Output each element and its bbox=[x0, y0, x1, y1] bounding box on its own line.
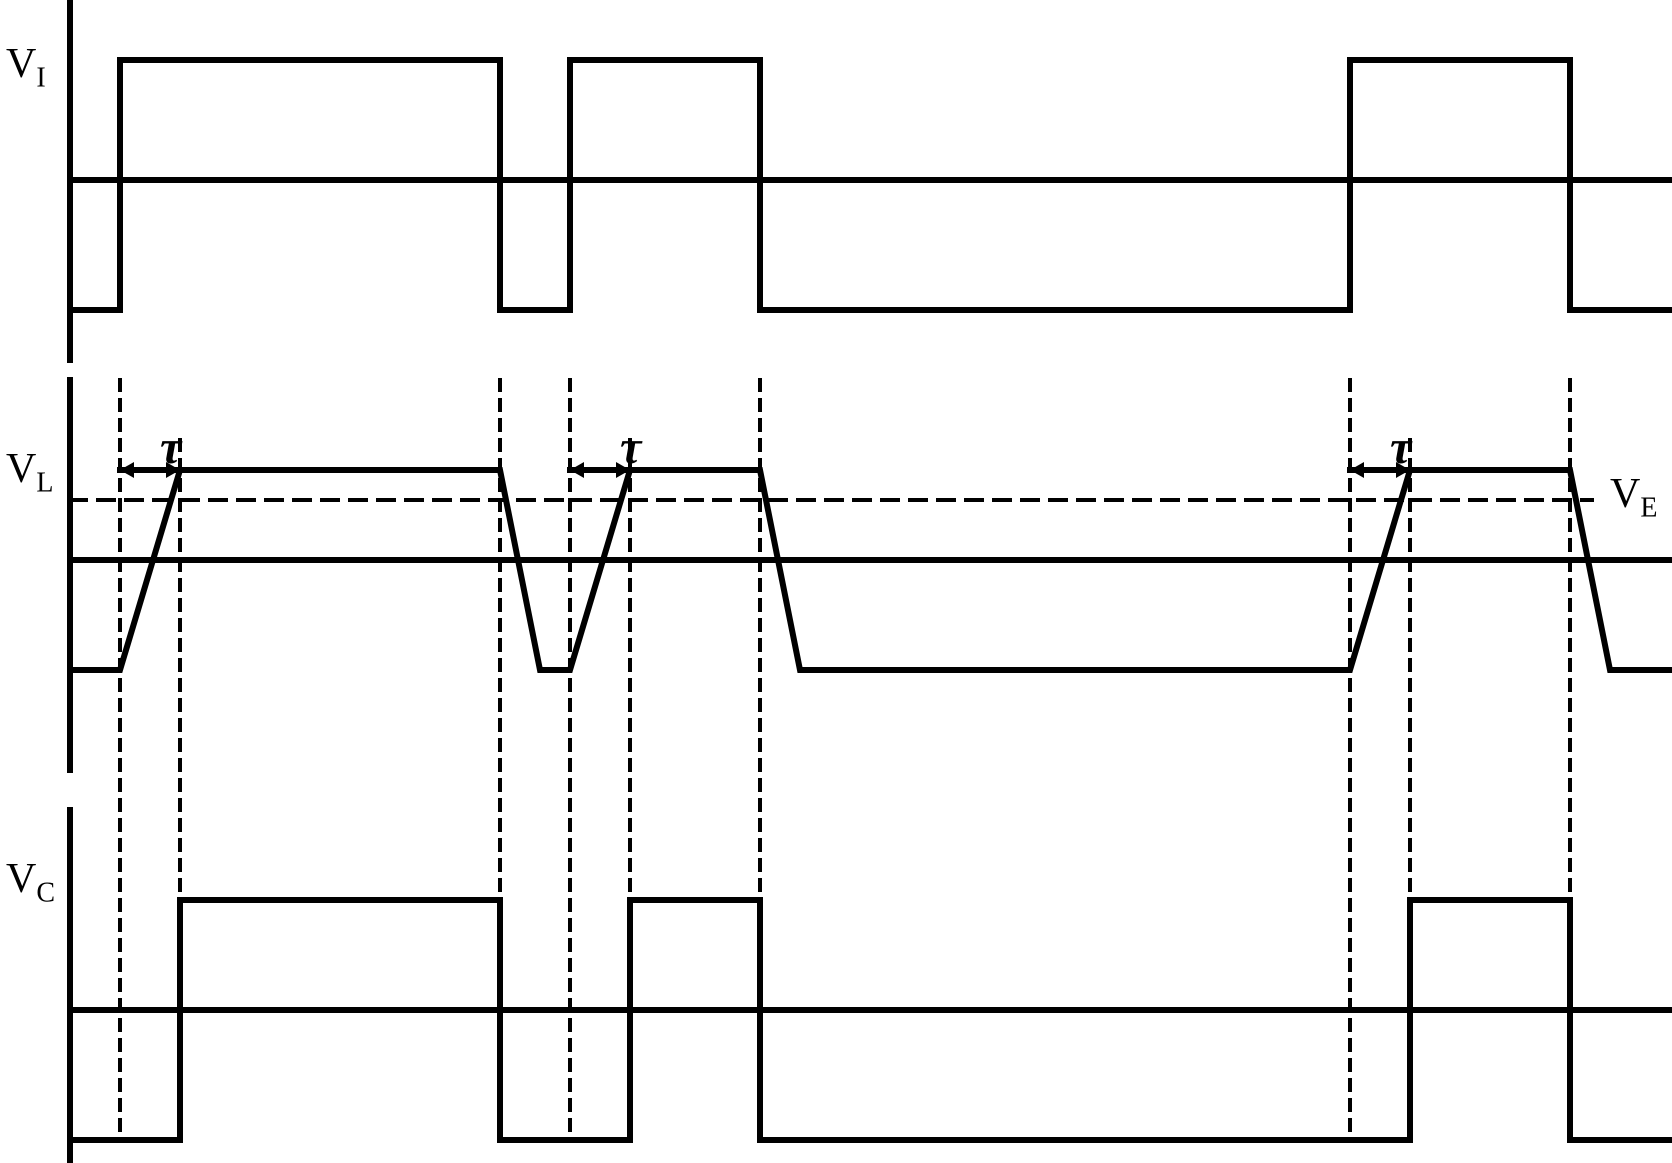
tau-3: τ bbox=[1390, 420, 1411, 475]
timing-diagram: VI VL VE VC τ τ τ bbox=[0, 0, 1672, 1163]
label-vl-sub: L bbox=[36, 467, 53, 498]
label-ve-main: V bbox=[1610, 471, 1640, 517]
tau-1: τ bbox=[160, 420, 181, 475]
label-vc-main: V bbox=[6, 856, 36, 902]
label-vi-main: V bbox=[6, 41, 36, 87]
label-ve: VE bbox=[1610, 470, 1657, 524]
label-vc-sub: C bbox=[36, 877, 55, 908]
label-vi: VI bbox=[6, 40, 46, 94]
tau-2: τ bbox=[620, 420, 641, 475]
label-vi-sub: I bbox=[36, 62, 45, 93]
label-ve-sub: E bbox=[1640, 492, 1657, 523]
timing-svg bbox=[0, 0, 1672, 1163]
label-vl: VL bbox=[6, 445, 53, 499]
label-vc: VC bbox=[6, 855, 55, 909]
label-vl-main: V bbox=[6, 446, 36, 492]
